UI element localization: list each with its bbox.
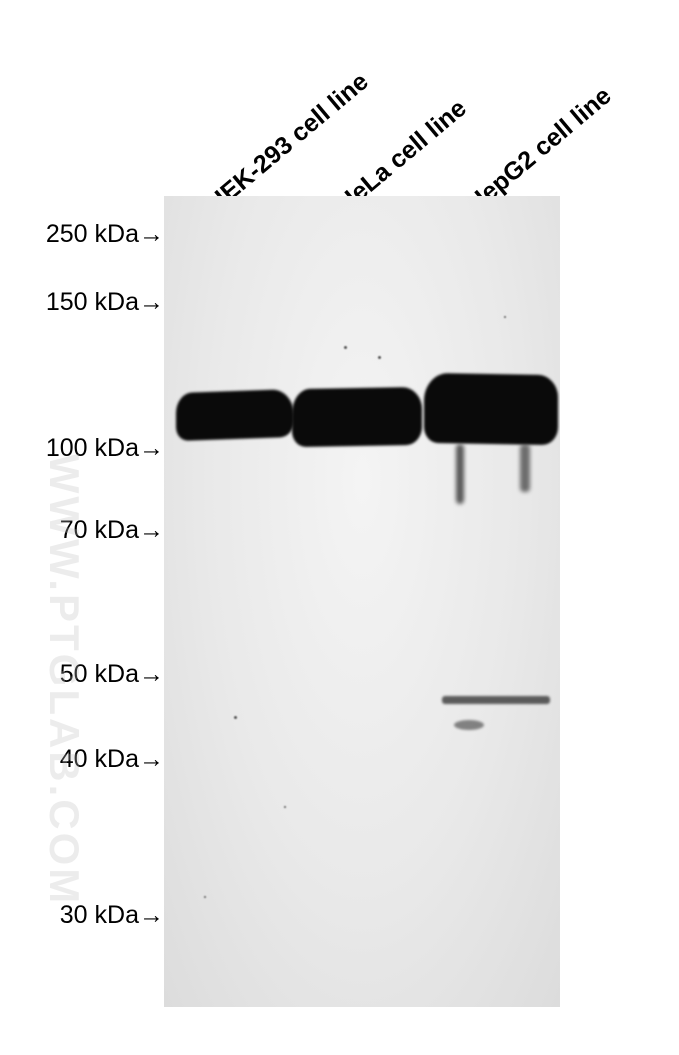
watermark-text: WWW.PTGLAB.COM	[40, 454, 88, 907]
speckle-2	[378, 356, 381, 359]
western-blot-figure: HEK-293 cell line HeLa cell line HepG2 c…	[0, 0, 679, 1055]
blot-membrane	[164, 196, 560, 1007]
marker-150: 150 kDa→	[46, 288, 164, 317]
speckle-3	[234, 716, 237, 719]
faint-spot-lane3	[454, 720, 484, 730]
faint-band-lane3-50kda	[442, 696, 550, 704]
speckle-6	[204, 896, 206, 898]
blot-background	[164, 196, 560, 1007]
smear-lane3-a	[456, 444, 464, 504]
band-lane3-main	[424, 373, 558, 445]
speckle-1	[344, 346, 347, 349]
speckle-5	[504, 316, 506, 318]
band-lane2-main	[292, 387, 422, 447]
marker-250: 250 kDa→	[46, 220, 164, 249]
speckle-4	[284, 806, 286, 808]
smear-lane3-b	[520, 444, 530, 492]
band-lane1-main	[176, 389, 294, 441]
